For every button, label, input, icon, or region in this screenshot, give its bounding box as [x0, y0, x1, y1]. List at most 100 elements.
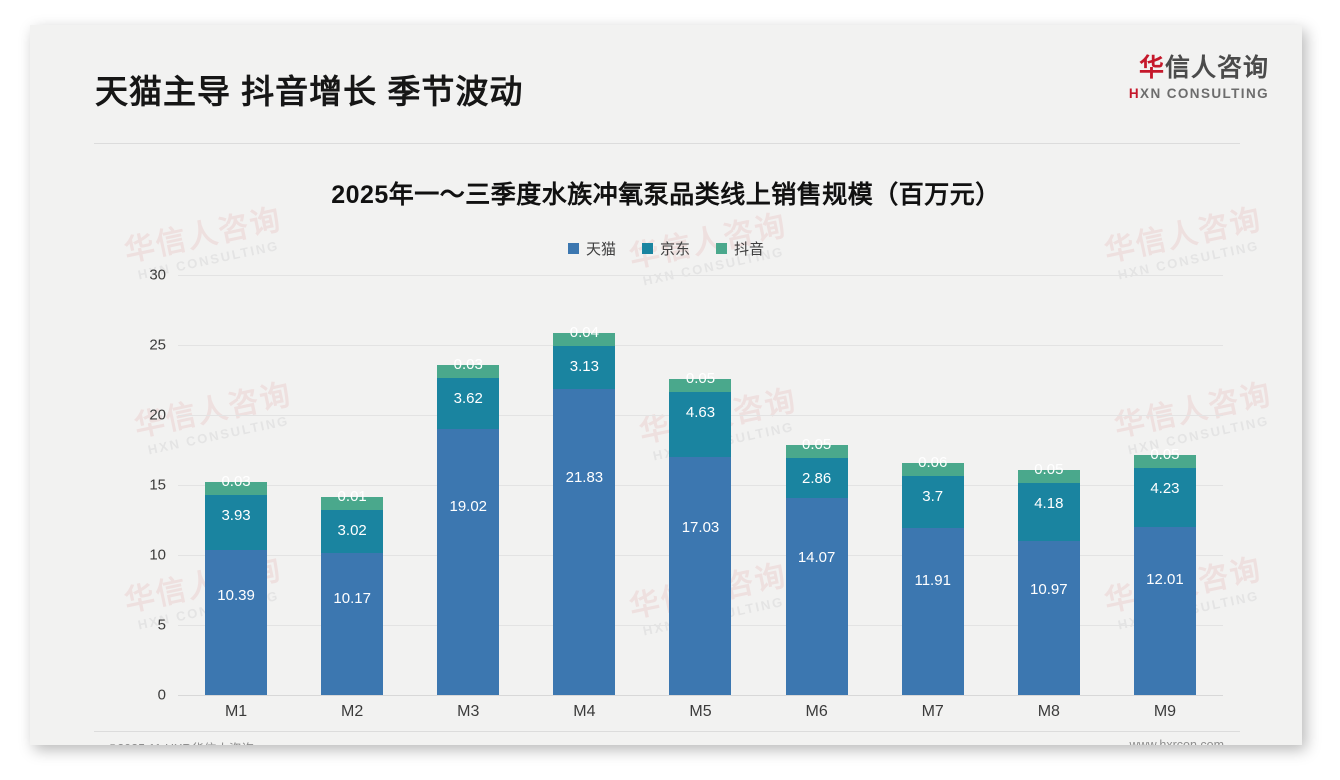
- bar-segment-天猫[interactable]: 17.03: [669, 456, 732, 695]
- bar-value-label: 14.07: [797, 549, 836, 567]
- bar-value-label: 0.05: [1034, 460, 1064, 478]
- y-axis-tick-label: 15: [149, 476, 166, 494]
- bar-value-label: 17.03: [681, 518, 720, 536]
- bar-segment-抖音[interactable]: 0.03: [437, 356, 500, 379]
- logo-en-rest: XN CONSULTING: [1140, 85, 1269, 101]
- bar-segment-京东[interactable]: 3.02: [321, 510, 384, 553]
- bar-segment-抖音[interactable]: 0.05: [669, 370, 732, 392]
- stacked-bar[interactable]: 0.05 4.18 10.97: [1017, 461, 1080, 695]
- bar-segment-天猫[interactable]: 14.07: [785, 498, 848, 695]
- bar-column-M7[interactable]: 0.06 3.7 11.91: [875, 275, 991, 695]
- bar-value-label: 10.39: [217, 587, 255, 605]
- bar-segment-抖音[interactable]: 0.01: [321, 488, 384, 511]
- y-axis-tick-label: 5: [157, 616, 166, 634]
- bar-value-label: 4.18: [1034, 494, 1064, 512]
- legend-swatch-icon: [641, 243, 653, 254]
- legend-item-京东[interactable]: 京东: [641, 238, 690, 259]
- bar-segment-京东[interactable]: 3.62: [437, 378, 500, 429]
- bar-segment-京东[interactable]: 3.7: [901, 476, 964, 529]
- bar-value-label: 0.06: [918, 454, 948, 472]
- bar-value-label: 4.63: [685, 403, 716, 421]
- bar-column-M1[interactable]: 0.03 3.93 10.39: [178, 275, 294, 695]
- bar-segment-天猫[interactable]: 11.91: [901, 528, 964, 695]
- bar-segment-京东[interactable]: 4.23: [1133, 467, 1196, 527]
- bar-value-label: 0.05: [1150, 445, 1180, 463]
- bar-segment-天猫[interactable]: 10.39: [205, 549, 268, 695]
- bar-segment-京东[interactable]: 3.13: [553, 345, 616, 390]
- legend-swatch-icon: [567, 243, 579, 254]
- bar-segment-京东[interactable]: 4.63: [669, 391, 732, 457]
- bar-value-label: 12.01: [1146, 570, 1184, 588]
- logo-cn-rest: 信人咨询: [1164, 54, 1269, 82]
- footer-copyright: ©2025.11 HXR华信人咨询: [108, 738, 254, 745]
- bar-column-M4[interactable]: 0.04 3.13 21.83: [526, 275, 642, 695]
- legend-label: 京东: [659, 241, 690, 258]
- legend-item-抖音[interactable]: 抖音: [716, 238, 764, 259]
- chart-plot-area: 30 25 20 15 10 5 0 0.03 3.93 10.39 0.01 3.02 10.17 0…: [149, 267, 1223, 704]
- bar-column-M3[interactable]: 0.03 3.62 19.02: [410, 275, 526, 695]
- gridline: [178, 344, 1223, 346]
- gridline: [178, 695, 1223, 696]
- stacked-bar[interactable]: 0.03 3.62 19.02: [437, 356, 500, 695]
- bar-column-M2[interactable]: 0.01 3.02 10.17: [294, 275, 410, 695]
- logo-en-text: HXN CONSULTING: [1129, 86, 1269, 101]
- bar-value-label: 0.05: [801, 436, 832, 453]
- stacked-bar[interactable]: 0.04 3.13 21.83: [553, 324, 616, 695]
- bar-column-M8[interactable]: 0.05 4.18 10.97: [991, 275, 1107, 695]
- bar-segment-京东[interactable]: 3.93: [205, 494, 268, 550]
- stacked-bar[interactable]: 0.06 3.7 11.91: [901, 454, 964, 695]
- footer-website: www.hxrcon.com: [1129, 738, 1224, 745]
- logo-cn-red: 华: [1138, 54, 1165, 82]
- x-axis-tick-label: M2: [341, 703, 364, 720]
- bar-value-label: 3.13: [569, 357, 599, 375]
- bar-segment-京东[interactable]: 2.86: [785, 458, 848, 499]
- stacked-bar[interactable]: 0.03 3.93 10.39: [205, 473, 268, 695]
- bar-segment-抖音[interactable]: 0.05: [1017, 461, 1080, 483]
- bar-value-label: 21.83: [565, 468, 604, 486]
- stacked-bar[interactable]: 0.01 3.02 10.17: [321, 488, 384, 695]
- bar-column-M5[interactable]: 0.05 4.63 17.03: [642, 275, 758, 695]
- bar-segment-抖音[interactable]: 0.05: [1133, 446, 1196, 468]
- y-axis-tick-label: 20: [149, 406, 166, 424]
- bar-segment-天猫[interactable]: 10.17: [321, 552, 384, 695]
- logo-cn-text: 华信人咨询: [1129, 54, 1269, 83]
- bar-value-label: 19.02: [449, 497, 488, 515]
- bar-segment-京东[interactable]: 4.18: [1017, 482, 1080, 542]
- bar-segment-抖音[interactable]: 0.03: [205, 473, 268, 495]
- x-axis-tick-label: M4: [573, 703, 596, 720]
- legend-label: 抖音: [734, 241, 765, 258]
- legend-item-天猫[interactable]: 天猫: [567, 238, 616, 259]
- bar-value-label: 2.86: [801, 470, 832, 487]
- stacked-bar[interactable]: 0.05 2.86 14.07: [785, 436, 848, 695]
- x-axis-tick-label: M1: [224, 703, 248, 720]
- x-axis-tick-label: M5: [689, 703, 712, 720]
- y-axis-tick-label: 30: [149, 266, 166, 284]
- x-axis-tick-label: M8: [1037, 703, 1060, 720]
- bar-value-label: 11.91: [914, 571, 951, 589]
- y-axis-tick-label: 10: [149, 546, 166, 564]
- bar-segment-天猫[interactable]: 21.83: [553, 389, 616, 695]
- y-axis-tick-label: 0: [157, 686, 166, 704]
- slide-footer: ©2025.11 HXR华信人咨询 www.hxrcon.com: [30, 738, 1302, 745]
- page-title: 天猫主导 抖音增长 季节波动: [95, 73, 524, 110]
- bar-segment-抖音[interactable]: 0.05: [785, 436, 848, 458]
- bar-value-label: 0.01: [337, 488, 367, 506]
- bar-segment-天猫[interactable]: 19.02: [437, 428, 500, 695]
- bar-segment-天猫[interactable]: 10.97: [1017, 541, 1080, 695]
- stacked-bar[interactable]: 0.05 4.63 17.03: [669, 370, 732, 695]
- bar-value-label: 3.7: [922, 488, 944, 506]
- bar-segment-抖音[interactable]: 0.06: [901, 454, 964, 477]
- bar-column-M6[interactable]: 0.05 2.86 14.07: [759, 275, 875, 695]
- bar-value-label: 4.23: [1150, 479, 1180, 497]
- bar-segment-抖音[interactable]: 0.04: [553, 324, 616, 346]
- bar-segment-天猫[interactable]: 12.01: [1133, 526, 1196, 695]
- footer-divider: [94, 731, 1240, 732]
- gridline: [178, 275, 1223, 276]
- bar-column-M9[interactable]: 0.05 4.23 12.01: [1107, 275, 1223, 695]
- brand-logo: 华信人咨询 HXN CONSULTING: [1129, 54, 1269, 101]
- header-divider: [94, 143, 1240, 144]
- bar-value-label: 10.17: [333, 589, 371, 607]
- stacked-bar[interactable]: 0.05 4.23 12.01: [1133, 446, 1196, 695]
- logo-en-red: H: [1128, 85, 1141, 101]
- chart-legend: 天猫 京东 抖音: [30, 238, 1302, 259]
